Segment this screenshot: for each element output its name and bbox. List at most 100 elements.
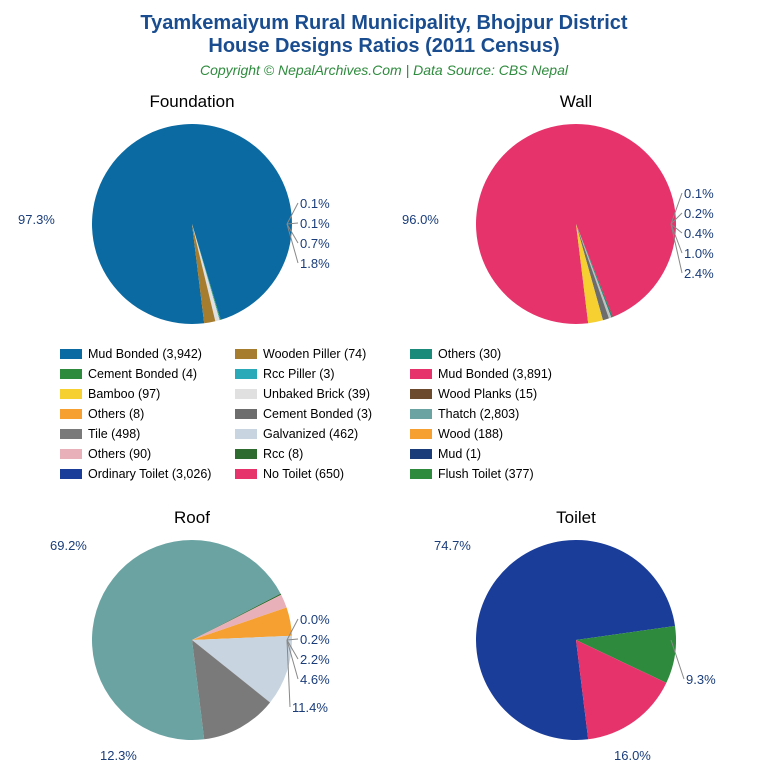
legend-label: No Toilet (650) — [263, 467, 344, 481]
legend-label: Wooden Piller (74) — [263, 347, 366, 361]
legend-swatch — [235, 369, 257, 379]
legend-item: Others (90) — [60, 444, 211, 464]
pct-label: 1.8% — [300, 256, 330, 271]
legend-label: Unbaked Brick (39) — [263, 387, 370, 401]
subtitle: Copyright © NepalArchives.Com | Data Sou… — [0, 62, 768, 78]
legend-item: No Toilet (650) — [235, 464, 372, 484]
legend-item: Rcc Piller (3) — [235, 364, 372, 384]
legend-swatch — [235, 449, 257, 459]
legend-swatch — [410, 469, 432, 479]
legend-item: Wooden Piller (74) — [235, 344, 372, 364]
legend-label: Wood (188) — [438, 427, 503, 441]
legend-label: Galvanized (462) — [263, 427, 358, 441]
pie-svg — [92, 540, 292, 740]
legend-item: Mud Bonded (3,891) — [410, 364, 552, 384]
pct-label: 4.6% — [300, 672, 330, 687]
pct-label: 2.2% — [300, 652, 330, 667]
legend-item: Tile (498) — [60, 424, 211, 444]
legend-item: Rcc (8) — [235, 444, 372, 464]
legend-column: Wooden Piller (74) Rcc Piller (3) Unbaked … — [235, 344, 372, 484]
pct-label: 96.0% — [402, 212, 439, 227]
legend-item: Mud (1) — [410, 444, 552, 464]
legend-item: Galvanized (462) — [235, 424, 372, 444]
pct-label: 0.2% — [684, 206, 714, 221]
legend-item: Mud Bonded (3,942) — [60, 344, 211, 364]
chart-wall-title: Wall — [384, 92, 768, 112]
legend-swatch — [60, 469, 82, 479]
legend-label: Mud Bonded (3,942) — [88, 347, 202, 361]
legend-label: Cement Bonded (4) — [88, 367, 197, 381]
legend-item: Others (30) — [410, 344, 552, 364]
pct-label: 0.7% — [300, 236, 330, 251]
legend-item: Bamboo (97) — [60, 384, 211, 404]
legend-swatch — [60, 389, 82, 399]
legend-swatch — [60, 369, 82, 379]
title-line1: Tyamkemaiyum Rural Municipality, Bhojpur… — [0, 12, 768, 35]
pct-label: 0.1% — [300, 196, 330, 211]
legend-swatch — [235, 349, 257, 359]
legend-item: Wood (188) — [410, 424, 552, 444]
chart-roof: Roof 69.2%0.0%0.2%2.2%4.6%11.4%12.3% — [0, 508, 384, 758]
legend-column: Others (30) Mud Bonded (3,891) Wood Planks… — [410, 344, 552, 484]
legend-item: Others (8) — [60, 404, 211, 424]
legend-item: Cement Bonded (3) — [235, 404, 372, 424]
pct-label: 0.1% — [300, 216, 330, 231]
legend-label: Rcc (8) — [263, 447, 303, 461]
pct-label: 2.4% — [684, 266, 714, 281]
legend-swatch — [60, 349, 82, 359]
chart-foundation-title: Foundation — [0, 92, 384, 112]
pct-label: 9.3% — [686, 672, 716, 687]
legend-item: Unbaked Brick (39) — [235, 384, 372, 404]
charts-bottom-row: Roof 69.2%0.0%0.2%2.2%4.6%11.4%12.3% Toi… — [0, 508, 768, 758]
legend-item: Wood Planks (15) — [410, 384, 552, 404]
legend-label: Bamboo (97) — [88, 387, 160, 401]
legend-swatch — [60, 449, 82, 459]
legend-label: Flush Toilet (377) — [438, 467, 534, 481]
pct-label: 0.4% — [684, 226, 714, 241]
legend-label: Mud (1) — [438, 447, 481, 461]
legend-swatch — [410, 409, 432, 419]
legend-label: Others (90) — [88, 447, 151, 461]
legend-label: Thatch (2,803) — [438, 407, 519, 421]
pie-svg — [476, 540, 676, 740]
legend-swatch — [410, 389, 432, 399]
legend-swatch — [410, 349, 432, 359]
legend-swatch — [60, 409, 82, 419]
legend-label: Ordinary Toilet (3,026) — [88, 467, 211, 481]
legend-label: Rcc Piller (3) — [263, 367, 335, 381]
legend-swatch — [410, 429, 432, 439]
pct-label: 12.3% — [100, 748, 137, 763]
pct-label: 69.2% — [50, 538, 87, 553]
legend-item: Thatch (2,803) — [410, 404, 552, 424]
chart-toilet-title: Toilet — [384, 508, 768, 528]
legend-label: Tile (498) — [88, 427, 140, 441]
legend-item: Flush Toilet (377) — [410, 464, 552, 484]
pct-label: 16.0% — [614, 748, 651, 763]
chart-foundation: Foundation 97.3% 0.1% 0.1% 0.7% 1.8% — [0, 92, 384, 342]
legend-label: Others (30) — [438, 347, 501, 361]
pie-svg — [476, 124, 676, 324]
pct-label: 0.2% — [300, 632, 330, 647]
pie-svg — [92, 124, 292, 324]
legend-swatch — [235, 429, 257, 439]
legend-label: Mud Bonded (3,891) — [438, 367, 552, 381]
legend-swatch — [235, 389, 257, 399]
title-line2: House Designs Ratios (2011 Census) — [0, 35, 768, 58]
pct-label: 1.0% — [684, 246, 714, 261]
legend-item: Cement Bonded (4) — [60, 364, 211, 384]
legend-label: Wood Planks (15) — [438, 387, 537, 401]
legend-label: Others (8) — [88, 407, 144, 421]
chart-wall: Wall 96.0% 0.1% 0.2% 0.4% 1.0% 2.4% — [384, 92, 768, 342]
legend-swatch — [410, 449, 432, 459]
legend-item: Ordinary Toilet (3,026) — [60, 464, 211, 484]
chart-roof-title: Roof — [0, 508, 384, 528]
legend-column: Mud Bonded (3,942) Cement Bonded (4) Bambo… — [60, 344, 211, 484]
pct-label: 0.1% — [684, 186, 714, 201]
legend-swatch — [410, 369, 432, 379]
legend-label: Cement Bonded (3) — [263, 407, 372, 421]
charts-top-row: Foundation 97.3% 0.1% 0.1% 0.7% 1.8% Wall 96… — [0, 92, 768, 342]
pct-label: 11.4% — [292, 700, 328, 715]
pct-label: 97.3% — [18, 212, 55, 227]
legend-swatch — [235, 409, 257, 419]
legend-swatch — [60, 429, 82, 439]
